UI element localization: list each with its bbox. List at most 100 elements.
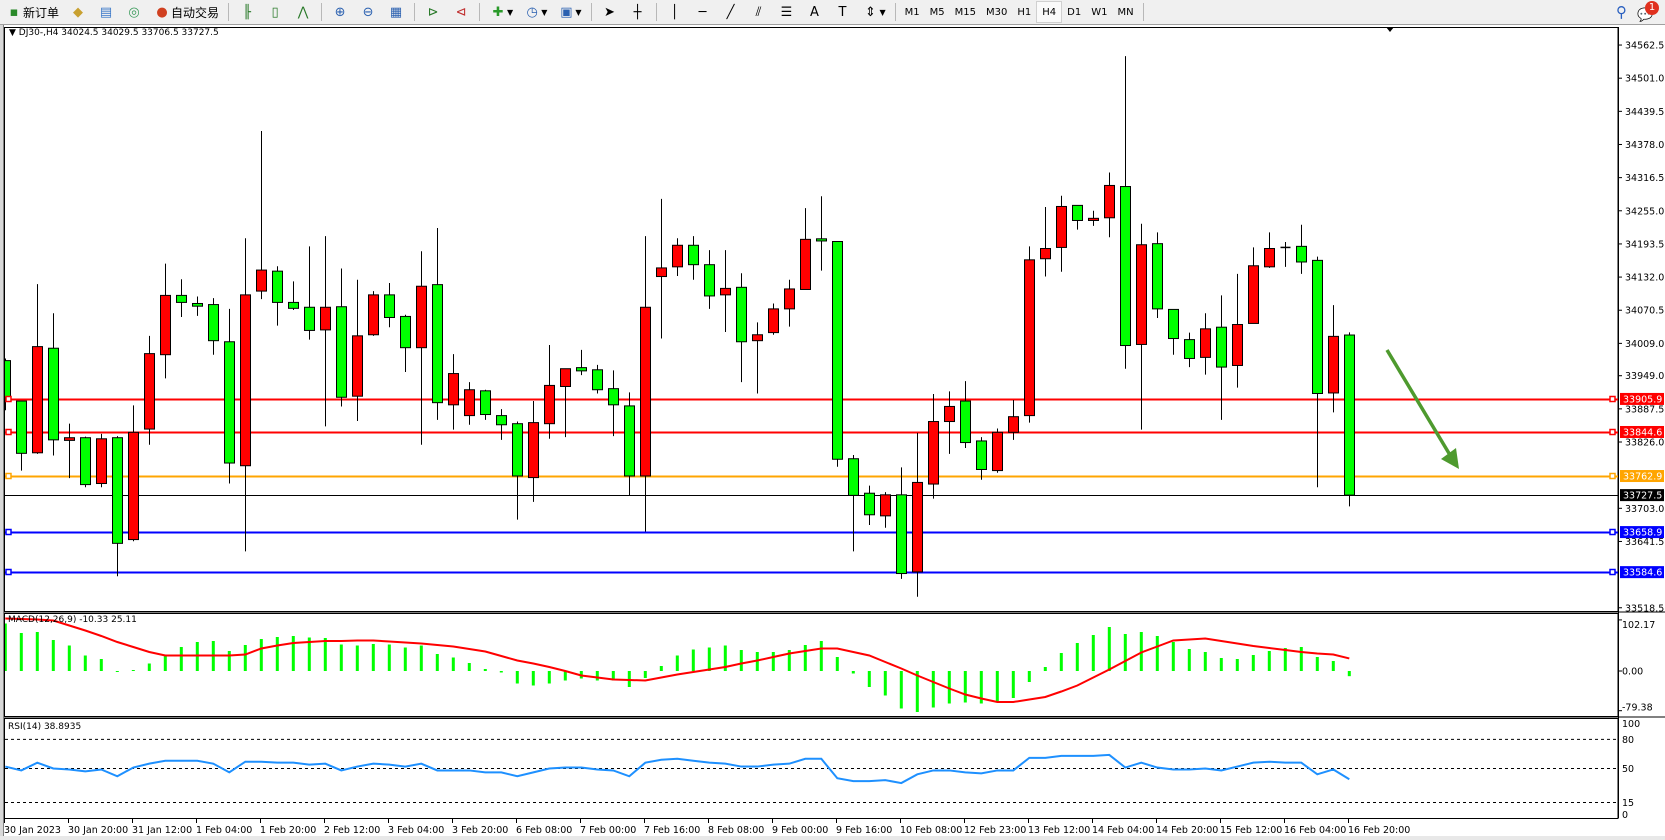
candle-bullish[interactable] [160, 294, 171, 356]
candle-bullish[interactable] [1248, 265, 1259, 324]
cursor-button[interactable]: ➤ [597, 1, 623, 23]
candle-bullish[interactable] [768, 308, 779, 334]
auto-trading-button[interactable]: ● 自动交易 [149, 1, 223, 23]
candle-bullish[interactable] [656, 267, 667, 278]
candle-bullish[interactable] [928, 421, 939, 485]
down-arrow-icon[interactable] [1385, 349, 1452, 456]
indicators-button[interactable]: ✚ ▼ [485, 1, 517, 23]
candle-bearish[interactable] [1296, 245, 1307, 263]
candle-bullish[interactable] [1136, 244, 1147, 345]
candle-bearish[interactable] [1344, 334, 1355, 496]
level-handle-left[interactable] [5, 428, 12, 436]
candle-bearish[interactable] [864, 492, 875, 516]
zoom-in-button[interactable]: ⊕ [327, 1, 353, 23]
candle-bearish[interactable] [80, 437, 91, 486]
candle-bullish[interactable] [784, 288, 795, 310]
search-icon[interactable]: ⚲ [1616, 3, 1627, 21]
crosshair-button[interactable]: ┼ [625, 1, 651, 23]
templates-button[interactable]: ▣ ▼ [553, 1, 585, 23]
candle-bullish[interactable] [1040, 248, 1051, 260]
candle-bullish[interactable] [1200, 328, 1211, 358]
timeframe-h4[interactable]: H4 [1036, 1, 1063, 23]
candle-bearish[interactable] [432, 284, 443, 404]
candle-bearish[interactable] [592, 369, 603, 391]
text-button[interactable]: A [802, 1, 828, 23]
candle-bearish[interactable] [1072, 204, 1083, 221]
level-handle-right[interactable] [1609, 528, 1616, 536]
candle-bullish[interactable] [912, 481, 923, 573]
candle-bullish[interactable] [368, 294, 379, 336]
candle-bearish[interactable] [272, 270, 283, 303]
candle-bullish[interactable] [944, 405, 955, 423]
candle-bearish[interactable] [960, 400, 971, 444]
level-handle-right[interactable] [1609, 428, 1616, 436]
candle-bearish[interactable] [1168, 308, 1179, 340]
candle-bullish[interactable] [528, 422, 539, 479]
candle-bearish[interactable] [1216, 326, 1227, 368]
candle-bullish[interactable] [752, 334, 763, 342]
candle-bullish[interactable] [320, 306, 331, 331]
candle-bearish[interactable] [16, 400, 27, 454]
candle-bearish[interactable] [288, 301, 299, 309]
timeframe-w1[interactable]: W1 [1091, 6, 1108, 18]
level-handle-right[interactable] [1609, 395, 1616, 403]
candle-bullish[interactable] [1088, 217, 1099, 221]
candle-bullish[interactable] [544, 384, 555, 425]
candle-bearish[interactable] [1, 360, 11, 398]
candle-bearish[interactable] [384, 294, 395, 319]
candle-bearish[interactable] [480, 390, 491, 416]
timeframe-m30[interactable]: M30 [986, 6, 1008, 18]
zoom-out-button[interactable]: ⊖ [355, 1, 381, 23]
candle-bearish[interactable] [336, 306, 347, 398]
vertical-line-button[interactable]: │ [662, 1, 688, 23]
timeframe-mn[interactable]: MN [1117, 6, 1134, 18]
candlestick-button[interactable]: ▯ [262, 1, 288, 23]
candle-bearish[interactable] [48, 347, 59, 441]
candle-bearish[interactable] [608, 388, 619, 406]
equidistant-channel-button[interactable]: ⫽ [746, 1, 772, 23]
level-handle-right[interactable] [1609, 472, 1616, 480]
history-button[interactable]: ▤ [93, 1, 119, 23]
horizontal-line-button[interactable]: ─ [690, 1, 716, 23]
candle-bullish[interactable] [672, 244, 683, 268]
candle-bearish[interactable] [224, 341, 235, 464]
market-watch-button[interactable]: ◆ [65, 1, 91, 23]
candle-bullish[interactable] [1008, 416, 1019, 433]
arrows-button[interactable]: ⇕ ▼ [858, 1, 890, 23]
candle-bullish[interactable] [240, 294, 251, 467]
candle-bearish[interactable] [816, 238, 827, 242]
chart-shift-button[interactable]: ⊲ [448, 1, 474, 23]
candle-bullish[interactable] [64, 437, 75, 441]
candle-bearish[interactable] [208, 304, 219, 342]
level-handle-left[interactable] [5, 472, 12, 480]
tile-windows-button[interactable]: ▦ [383, 1, 409, 23]
bar-chart-button[interactable]: ╟ [234, 1, 260, 23]
candle-bearish[interactable] [736, 286, 747, 343]
timeframe-m1[interactable]: M1 [904, 6, 920, 18]
candle-bearish[interactable] [576, 367, 587, 372]
fibonacci-button[interactable]: ☰ [774, 1, 800, 23]
chart-shift-marker-icon[interactable] [1386, 27, 1394, 32]
candle-bullish[interactable] [1104, 184, 1115, 219]
candle-bearish[interactable] [704, 264, 715, 297]
timeframe-d1[interactable]: D1 [1067, 6, 1082, 18]
text-label-button[interactable]: T [830, 1, 856, 23]
candle-bullish[interactable] [1056, 205, 1067, 248]
candle-bullish[interactable] [1024, 259, 1035, 417]
timeframe-m15[interactable]: M15 [954, 6, 977, 18]
candle-bullish[interactable] [96, 438, 107, 485]
timeframe-m5[interactable]: M5 [929, 6, 945, 18]
candle-bearish[interactable] [896, 494, 907, 575]
candle-bullish[interactable] [352, 335, 363, 397]
level-handle-left[interactable] [5, 528, 12, 536]
candle-bearish[interactable] [304, 306, 315, 331]
candle-bullish[interactable] [32, 346, 43, 454]
line-chart-button[interactable]: ⋀ [290, 1, 316, 23]
autoscroll-button[interactable]: ⊳ [420, 1, 446, 23]
candle-bearish[interactable] [1184, 339, 1195, 359]
candle-bearish[interactable] [112, 437, 123, 544]
trendline-button[interactable]: ╱ [718, 1, 744, 23]
candle-bearish[interactable] [832, 241, 843, 460]
candle-bearish[interactable] [176, 294, 187, 303]
